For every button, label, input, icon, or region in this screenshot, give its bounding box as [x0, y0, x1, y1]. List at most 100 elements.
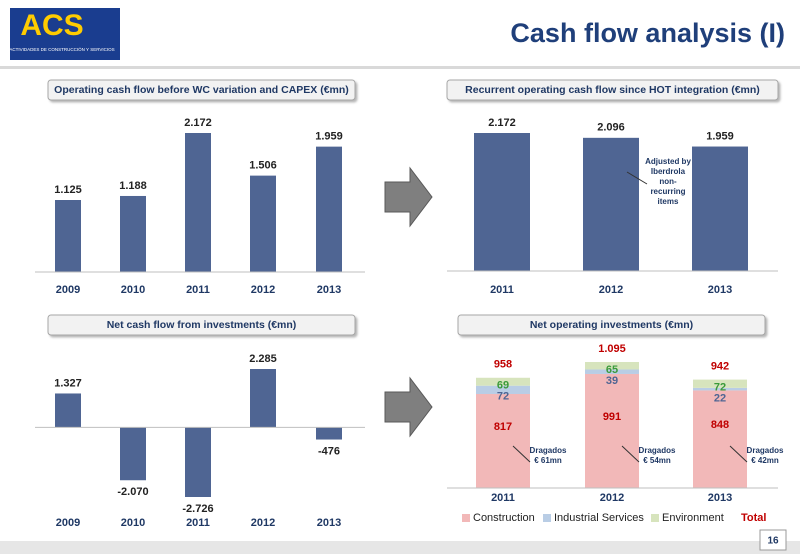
- data-label: -2.726: [182, 503, 213, 515]
- annotation: non-: [659, 177, 677, 186]
- bar: [185, 427, 211, 497]
- data-label: 65: [606, 364, 618, 376]
- annotation-leader: [512, 445, 531, 463]
- data-label: -476: [318, 445, 340, 457]
- annotation: Dragados: [530, 446, 567, 455]
- annotation: Dragados: [747, 446, 784, 455]
- x-tick-label: 2012: [251, 517, 275, 529]
- x-tick-label: 2010: [121, 284, 145, 296]
- panel-title: Operating cash flow before WC variation …: [54, 84, 349, 96]
- panel-title: Net cash flow from investments (€mn): [107, 319, 297, 331]
- bar-segment: [693, 390, 747, 488]
- panel-title-box: [457, 314, 766, 336]
- data-label: 1.959: [706, 130, 734, 142]
- data-label: 1.506: [249, 160, 277, 172]
- page-number: 16: [767, 536, 779, 547]
- annotation: Iberdrola: [651, 167, 686, 176]
- bar-segment: [585, 362, 639, 370]
- bar: [316, 427, 342, 440]
- annotation: € 42mn: [751, 456, 779, 465]
- x-tick-label: 2012: [599, 284, 623, 296]
- bar: [250, 369, 276, 428]
- data-label: 848: [711, 419, 729, 431]
- x-tick-label: 2013: [708, 284, 732, 296]
- annotation: recurring: [650, 187, 685, 196]
- data-label: 39: [606, 375, 618, 387]
- x-tick-label: 2010: [121, 517, 145, 529]
- legend-label: Construction: [473, 512, 535, 524]
- x-tick-label: 2011: [186, 284, 210, 296]
- x-tick-label: 2011: [490, 284, 514, 296]
- legend-swatch: [543, 514, 551, 522]
- bar: [120, 427, 146, 481]
- annotation-box: [531, 444, 565, 468]
- data-label: -2.070: [117, 486, 148, 498]
- annotation: Dragados: [639, 446, 676, 455]
- bar: [185, 133, 211, 272]
- header-rule: [0, 66, 800, 69]
- bar: [583, 137, 639, 271]
- data-label: 991: [603, 411, 621, 423]
- data-label: 69: [497, 380, 509, 392]
- x-tick-label: 2012: [600, 492, 624, 504]
- footer-bar: [0, 541, 800, 554]
- data-label: 1.327: [54, 377, 82, 389]
- panel-title: Recurrent operating cash flow since HOT …: [465, 84, 760, 96]
- bar-segment: [693, 379, 747, 388]
- data-label: 72: [497, 391, 509, 403]
- legend-swatch: [651, 514, 659, 522]
- page-box: [759, 529, 787, 551]
- bar-segment: [476, 393, 530, 488]
- bar: [250, 175, 276, 272]
- bar-segment: [476, 377, 530, 386]
- bar-segment: [476, 385, 530, 394]
- bar: [120, 195, 146, 272]
- arrow: [384, 166, 433, 228]
- logo-subtitle: ACTIVIDADES DE CONSTRUCCIÓN Y SERVICIOS: [9, 46, 114, 52]
- bar: [692, 146, 748, 271]
- bar-segment: [693, 387, 747, 391]
- logo: ACS: [20, 9, 83, 42]
- data-label: 72: [714, 382, 726, 394]
- annotation: € 54mn: [643, 456, 671, 465]
- total-label: 1.095: [598, 343, 626, 355]
- panel-title-box: [47, 314, 356, 336]
- arrow: [384, 376, 433, 438]
- panel-title-box: [47, 79, 356, 101]
- data-label: 2.172: [184, 117, 212, 129]
- slide-title: Cash flow analysis (I): [510, 18, 785, 48]
- annotation: Adjusted by: [645, 157, 691, 166]
- x-tick-label: 2012: [251, 284, 275, 296]
- annotation-leader: [729, 445, 748, 463]
- annotation-leader: [621, 445, 640, 463]
- legend-label: Environment: [662, 512, 724, 524]
- x-tick-label: 2013: [317, 517, 341, 529]
- data-label: 2.285: [249, 353, 277, 365]
- legend-label: Industrial Services: [554, 512, 644, 524]
- data-label: 1.959: [315, 131, 343, 143]
- total-label: 942: [711, 361, 729, 373]
- bar: [474, 133, 530, 271]
- bar: [316, 146, 342, 272]
- x-tick-label: 2013: [317, 284, 341, 296]
- bar: [55, 200, 81, 272]
- x-tick-label: 2013: [708, 492, 732, 504]
- total-label: 958: [494, 359, 512, 371]
- panel-title-box: [446, 79, 779, 101]
- data-label: 2.172: [488, 117, 516, 129]
- annotation: € 61mn: [534, 456, 562, 465]
- x-tick-label: 2011: [186, 517, 210, 529]
- bar-segment: [585, 369, 639, 374]
- x-tick-label: 2009: [56, 517, 80, 529]
- x-tick-label: 2011: [491, 492, 515, 504]
- logo-box: [10, 8, 120, 60]
- legend-label: Total: [741, 512, 766, 524]
- bar-segment: [585, 373, 639, 488]
- data-label: 817: [494, 421, 512, 433]
- data-label: 2.096: [597, 122, 625, 134]
- annotation-leader: [626, 171, 648, 185]
- x-tick-label: 2009: [56, 284, 80, 296]
- data-label: 1.188: [119, 180, 147, 192]
- legend-swatch: [462, 514, 470, 522]
